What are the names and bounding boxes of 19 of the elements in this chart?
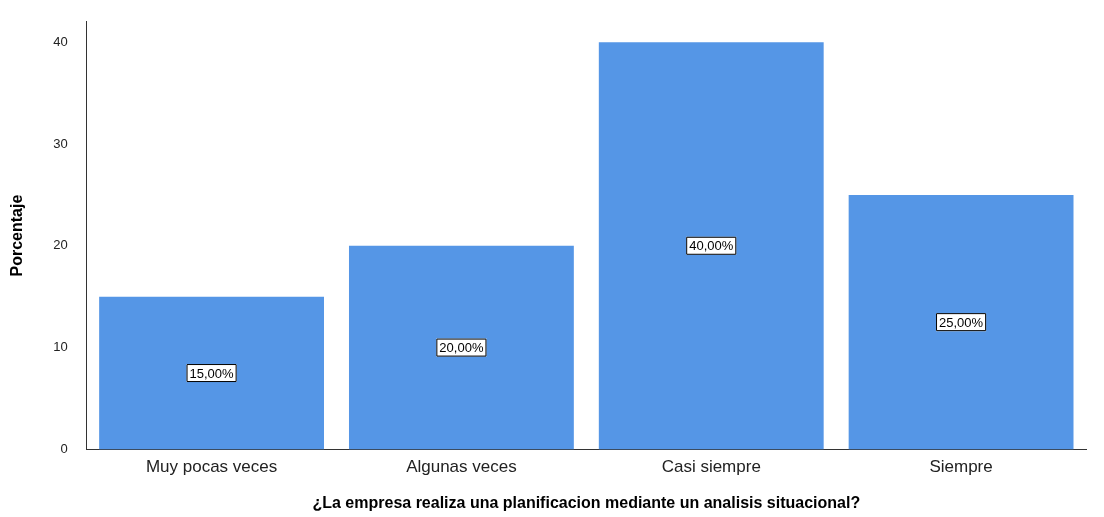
y-tick-label: 40 (53, 33, 68, 49)
bar (99, 296, 324, 450)
x-tick-label: Siempre (929, 457, 993, 477)
x-tick-label: Algunas veces (406, 457, 517, 477)
data-label: 20,00% (439, 340, 484, 356)
data-label: 25,00% (939, 314, 984, 330)
y-tick-label: 30 (53, 135, 68, 151)
data-label: 40,00% (689, 238, 734, 254)
y-tick-label: 0 (60, 440, 68, 456)
x-axis-title: ¿La empresa realiza una planificacion mediante un analisis situacional? (312, 493, 861, 511)
bar (848, 194, 1074, 450)
x-tick-label: Casi siempre (661, 457, 761, 477)
y-axis-title: Porcentaje (8, 194, 26, 277)
x-tick-label: Muy pocas veces (145, 457, 278, 477)
y-tick-label: 10 (53, 339, 68, 355)
data-label: 15,00% (189, 365, 235, 381)
y-tick-label: 20 (53, 237, 68, 253)
bar (598, 42, 824, 450)
bar (348, 245, 574, 450)
